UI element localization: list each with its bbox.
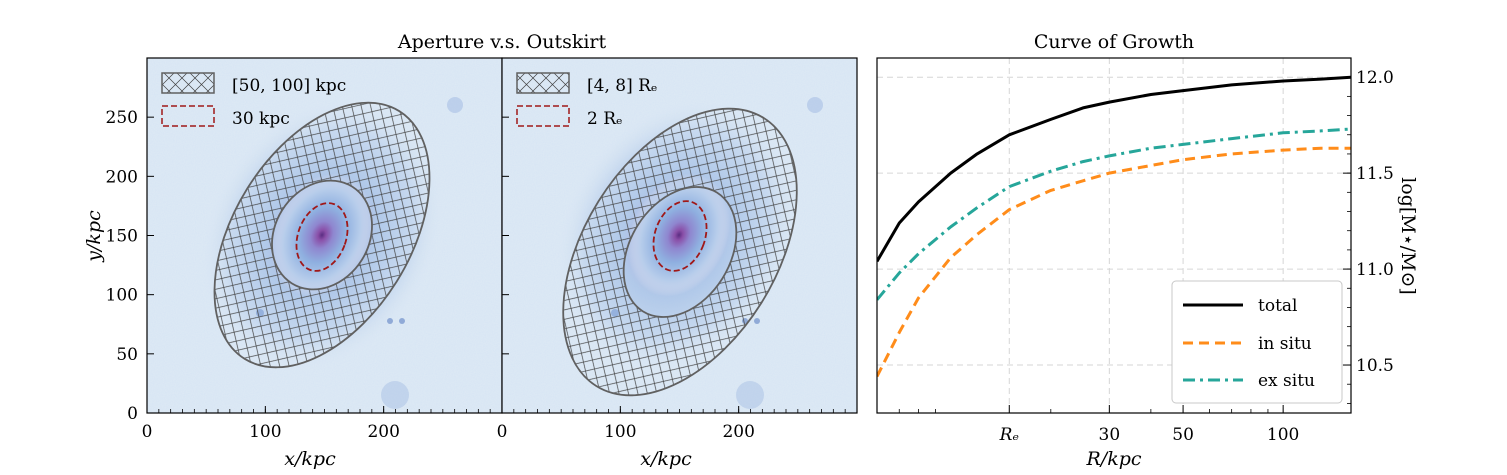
x-tick-label: 30 bbox=[1099, 425, 1121, 445]
left-legend: [50, 100] kpc 30 kpc bbox=[161, 72, 346, 129]
cog-frame bbox=[876, 57, 1352, 414]
satellite-blob bbox=[399, 318, 405, 324]
x-tick-label: 100 bbox=[604, 422, 636, 442]
outskirt-inner-ellipse bbox=[622, 186, 738, 318]
cog-xlabel: R/kpc bbox=[1085, 448, 1141, 470]
y-tick-label: 250 bbox=[106, 108, 138, 128]
series-line-total bbox=[877, 75, 1351, 263]
satellite-blob bbox=[381, 381, 409, 409]
x-tick-label: 200 bbox=[367, 422, 399, 442]
image-ylabel: y/kpc bbox=[83, 210, 105, 263]
legend-box bbox=[1171, 280, 1343, 404]
y-tick-label: 11.5 bbox=[1356, 164, 1394, 184]
satellite-blob bbox=[807, 97, 823, 113]
outskirt-inner-ellipse bbox=[271, 179, 373, 291]
x-tick-label: 200 bbox=[722, 422, 754, 442]
legend-hatch-swatch bbox=[161, 72, 215, 94]
left-xlabel: x/kpc bbox=[284, 448, 336, 470]
legend-annulus-label: [4, 8] Rₑ bbox=[587, 76, 658, 96]
x-tick-label: 50 bbox=[1172, 425, 1194, 445]
legend-aperture-label: 30 kpc bbox=[232, 109, 290, 129]
galaxy-core bbox=[270, 173, 374, 297]
x-tick-label: Rₑ bbox=[999, 425, 1019, 445]
y-tick-label: 12.0 bbox=[1356, 68, 1394, 88]
mid-legend: [4, 8] Rₑ 2 Rₑ bbox=[516, 72, 658, 129]
cog-title: Curve of Growth bbox=[1034, 31, 1194, 53]
image-axes: 0 100 200 0 50 100 150 200 250 0 100 200 bbox=[106, 108, 846, 442]
legend-aperture-label: 2 Rₑ bbox=[587, 109, 623, 129]
y-tick-label: 100 bbox=[106, 286, 138, 306]
y-tick-label: 200 bbox=[106, 167, 138, 187]
left-title: Aperture v.s. Outskirt bbox=[397, 31, 607, 53]
aperture-2re-ellipse bbox=[652, 200, 708, 272]
legend-hatch-swatch bbox=[516, 72, 570, 94]
outskirt-re-panel bbox=[501, 57, 858, 414]
outskirt-outer-ellipse bbox=[213, 101, 431, 369]
cog-ticks: Rₑ 30 50 100 10.5 11.0 11.5 12.0 bbox=[898, 68, 1394, 445]
outskirt-annulus-hatch bbox=[214, 102, 430, 368]
satellite-blob bbox=[754, 318, 760, 324]
aperture-panel bbox=[146, 57, 503, 414]
legend-annulus-label: [50, 100] kpc bbox=[232, 76, 346, 96]
mid-xlabel: x/kpc bbox=[640, 448, 692, 470]
x-tick-label: 0 bbox=[142, 422, 153, 442]
aperture-30kpc-ellipse bbox=[295, 202, 349, 272]
y-tick-label: 0 bbox=[127, 404, 138, 424]
series-line-in-situ bbox=[877, 146, 1351, 378]
legend-in-situ-label: in situ bbox=[1258, 334, 1312, 354]
y-tick-label: 11.0 bbox=[1356, 260, 1394, 280]
cog-ylabel: log[M⋆/M⊙] bbox=[1397, 177, 1419, 295]
curve-of-growth-panel: Rₑ 30 50 100 10.5 11.0 11.5 12.0 Curve of Growt… bbox=[876, 31, 1419, 470]
satellite-blob bbox=[736, 381, 764, 409]
satellite-blob bbox=[447, 97, 463, 113]
legend-total-label: total bbox=[1258, 296, 1297, 316]
y-tick-label: 10.5 bbox=[1356, 356, 1394, 376]
satellite-blob bbox=[387, 318, 393, 324]
outskirt-outer-ellipse bbox=[562, 107, 798, 397]
y-tick-label: 50 bbox=[116, 345, 138, 365]
cog-lines bbox=[877, 75, 1351, 378]
series-line-ex-situ bbox=[877, 127, 1351, 301]
outskirt-annulus-hatch bbox=[563, 108, 797, 396]
y-tick-label: 150 bbox=[106, 227, 138, 247]
x-tick-label: 100 bbox=[249, 422, 281, 442]
x-tick-label: 100 bbox=[1267, 425, 1299, 445]
x-tick-label: 0 bbox=[497, 422, 508, 442]
cog-legend: total in situ ex situ bbox=[1171, 280, 1343, 404]
legend-ex-situ-label: ex situ bbox=[1258, 371, 1315, 391]
